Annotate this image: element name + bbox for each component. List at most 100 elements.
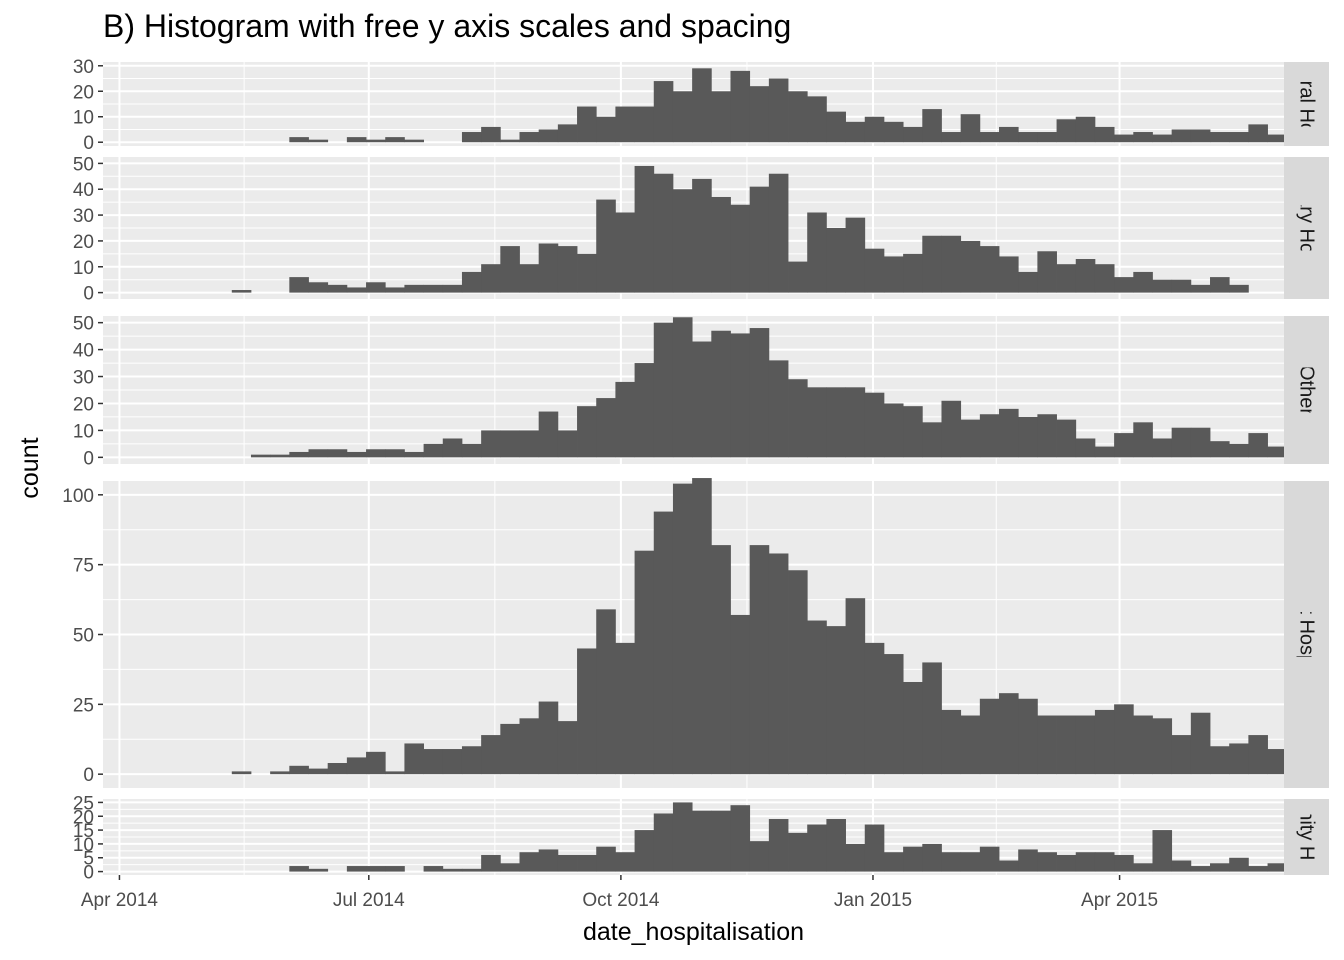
histogram-bar [461,443,482,458]
histogram-bar [768,553,789,775]
facet-strip-label: rnity Ho [1296,803,1318,872]
histogram-bar [461,271,482,293]
histogram-bar [500,430,520,458]
histogram-bar [634,165,655,293]
histogram-bar [557,124,578,143]
histogram-bar [308,139,329,143]
histogram-bar [1248,433,1268,458]
histogram-bar [461,746,482,775]
histogram-bar [423,284,444,293]
histogram-bar [308,282,329,293]
histogram-bar [1056,854,1077,872]
histogram-bar [1094,852,1115,872]
histogram-bar [730,614,751,775]
histogram-bar [960,114,981,143]
y-tick-label: 0 [83,765,94,786]
histogram-bar [979,698,1000,775]
histogram-bar [366,751,386,775]
histogram-bar [883,654,904,775]
histogram-bar [768,819,789,872]
histogram-bar [385,866,405,872]
histogram-bar [1190,712,1211,775]
histogram-bar [596,609,616,775]
histogram-bar [289,765,309,775]
histogram-bar [1037,251,1057,293]
histogram-bar [519,852,540,872]
histogram-bar [672,483,693,775]
histogram-bar [500,723,520,775]
histogram-bar [941,400,962,458]
histogram-bar [999,126,1019,143]
histogram-bar [883,403,904,458]
histogram-bar [519,718,540,775]
histogram-bar [1152,438,1173,458]
histogram-bar [1056,715,1077,775]
histogram-bar [481,854,501,872]
x-tick-label: Apr 2014 [81,890,159,911]
histogram-bar [1210,746,1230,775]
histogram-bar [557,246,578,293]
y-tick-label: 20 [73,82,94,103]
histogram-bar [538,129,559,143]
histogram-bar [826,819,846,872]
histogram-bar [519,132,540,143]
histogram-bar [519,264,540,293]
histogram-bar [1210,441,1230,458]
histogram-bar [500,139,520,143]
histogram-bar [1075,852,1096,872]
histogram-bar [1248,124,1268,143]
histogram-bar [1267,863,1288,872]
facet-strip-label: ntral Hos [1296,64,1318,144]
histogram-bar [1114,704,1134,775]
y-tick-label: 15 [73,821,94,842]
y-tick-label: 5 [83,849,94,870]
y-tick-label: 20 [73,807,94,828]
histogram-bar [864,248,885,293]
histogram-bar [577,253,597,293]
histogram-bar [1171,427,1192,458]
histogram-bar [1229,284,1249,293]
histogram-bar [1114,277,1134,293]
histogram-bar [231,290,252,293]
facet-strip [1284,62,1329,146]
histogram-bar [346,757,367,775]
histogram-bar [1094,126,1115,143]
histogram-bar [711,330,731,458]
histogram-bar [327,449,348,458]
y-tick-label: 0 [83,133,94,154]
histogram-bar [807,387,827,458]
histogram-bar [864,392,885,458]
histogram-bar [1210,277,1230,293]
histogram-bar [730,70,751,143]
histogram-bar [692,178,712,293]
histogram-bar [692,341,712,458]
histogram-bar [1114,134,1134,143]
histogram-bar [711,196,731,293]
histogram-bar [557,430,578,458]
histogram-bar [807,824,827,872]
histogram-bar [366,282,386,293]
facet-panel-1: 0 10 20 30 40 50 Military Hospita [73,154,1329,305]
histogram-bar [1037,414,1057,458]
histogram-bar [903,253,923,293]
histogram-bar [1037,715,1057,775]
histogram-bar [1171,860,1192,872]
histogram-bar [346,287,367,293]
histogram-bar [960,419,981,458]
histogram-bar [864,116,885,143]
histogram-bar [672,91,693,143]
histogram-bar [826,111,846,143]
y-tick-label: 30 [73,206,94,227]
histogram-bar [1152,134,1173,143]
histogram-bar [231,771,252,775]
histogram-bar [1075,259,1096,293]
facet-strip-label: Other [1296,365,1318,415]
histogram-bar [1190,427,1211,458]
histogram-bar [768,173,789,293]
histogram-bar [1075,715,1096,775]
facet-strip [1284,799,1329,875]
histogram-bar [922,235,942,293]
histogram-bar [289,137,309,143]
histogram-bar [366,866,386,872]
